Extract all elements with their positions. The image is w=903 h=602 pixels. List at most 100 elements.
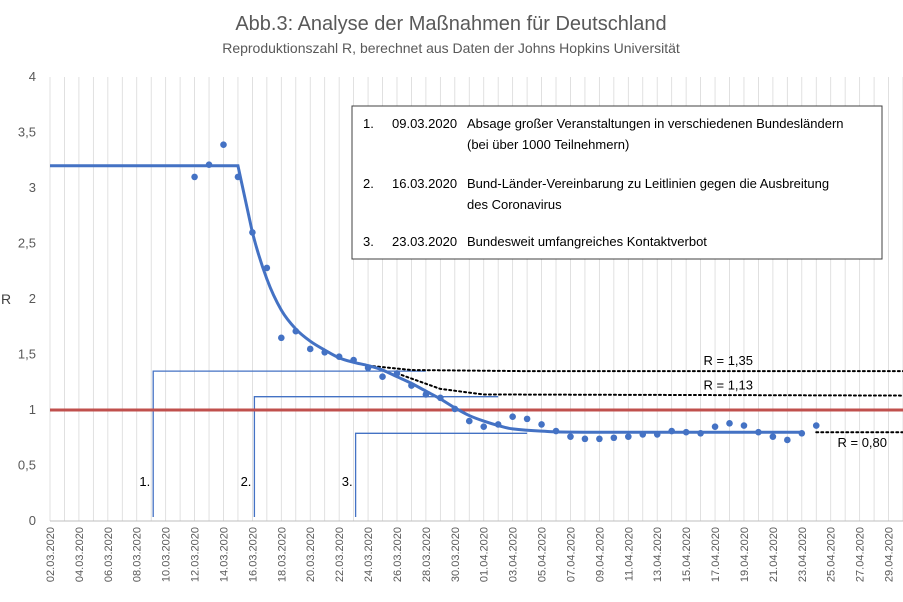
- x-tick-label: 24.03.2020: [363, 527, 375, 582]
- measure-marker-line: [354, 432, 528, 517]
- x-tick-label: 23.04.2020: [797, 527, 809, 582]
- x-tick-label: 03.04.2020: [508, 527, 520, 582]
- annotation-number: 3.: [363, 234, 374, 249]
- x-tick-label: 16.03.2020: [247, 527, 259, 582]
- data-point: [653, 431, 661, 438]
- x-tick-label: 22.03.2020: [334, 527, 346, 582]
- data-point: [552, 427, 560, 435]
- measure-marker-line: [152, 370, 426, 517]
- x-tick-label: 30.03.2020: [450, 527, 462, 582]
- y-tick-label: 0,5: [18, 458, 36, 473]
- data-point: [408, 382, 415, 389]
- data-point: [364, 364, 372, 372]
- data-point: [278, 334, 285, 342]
- data-point: [335, 353, 343, 361]
- annotation-number: 1.: [363, 116, 374, 131]
- data-point: [784, 436, 791, 444]
- data-point: [509, 413, 516, 420]
- data-point: [350, 356, 357, 364]
- x-tick-label: 06.03.2020: [103, 527, 115, 582]
- annotation-date: 23.03.2020: [392, 234, 457, 249]
- measure-marker-line: [253, 396, 499, 517]
- x-tick-label: 09.04.2020: [594, 527, 606, 582]
- projection-label: R = 1,13: [703, 378, 753, 393]
- data-point: [567, 433, 574, 440]
- fit-curve: [50, 164, 802, 434]
- data-point: [451, 405, 459, 413]
- chart-title: Abb.3: Analyse der Maßnahmen für Deutsch…: [235, 13, 666, 35]
- data-point: [726, 420, 733, 427]
- data-point: [379, 373, 386, 381]
- annotation-date: 09.03.2020: [392, 116, 457, 131]
- x-tick-label: 29.04.2020: [884, 527, 896, 582]
- x-tick-label: 12.03.2020: [190, 527, 202, 582]
- x-tick-label: 18.03.2020: [276, 527, 288, 582]
- data-point: [306, 345, 314, 353]
- x-tick-label: 17.04.2020: [710, 527, 722, 582]
- measure-marker-label: 2.: [241, 474, 252, 489]
- data-point: [292, 327, 300, 335]
- annotation-text: des Coronavirus: [467, 197, 562, 212]
- x-tick-label: 05.04.2020: [537, 527, 549, 582]
- data-point: [610, 434, 618, 442]
- data-point: [234, 173, 242, 181]
- measure-markers: 1. 2. 3.: [139, 370, 528, 517]
- x-tick-label: 04.03.2020: [74, 527, 86, 582]
- x-tick-label: 14.03.2020: [218, 527, 230, 582]
- data-point: [393, 370, 401, 377]
- data-point: [711, 423, 719, 430]
- data-point: [437, 394, 444, 402]
- grid: [49, 77, 903, 522]
- data-point: [668, 427, 675, 435]
- x-tick-label: 02.03.2020: [45, 527, 57, 582]
- data-point: [769, 433, 777, 440]
- annotation-text: Bund-Länder-Vereinbarung zu Leitlinien g…: [467, 176, 829, 191]
- projection-label: R = 0,80: [837, 435, 887, 450]
- data-point: [465, 417, 473, 425]
- chart-subtitle: Reproduktionszahl R, berechnet aus Daten…: [222, 40, 680, 56]
- x-tick-label: 10.03.2020: [161, 527, 173, 582]
- y-tick-label: 3: [29, 180, 36, 195]
- x-tick-label: 01.04.2020: [479, 527, 491, 582]
- y-tick-label: 0: [29, 513, 36, 528]
- x-tick-label: 15.04.2020: [681, 527, 693, 582]
- data-point: [740, 422, 748, 429]
- data-point: [263, 264, 271, 272]
- projection-line: [395, 372, 903, 397]
- x-ticks: 02.03.2020 04.03.2020 06.03.2020 08.03.2020…: [45, 527, 896, 582]
- data-point: [480, 423, 488, 430]
- annotation-number: 2.: [363, 176, 374, 191]
- data-point: [812, 422, 820, 429]
- data-point: [697, 430, 704, 437]
- y-axis-label: R: [1, 291, 11, 307]
- annotation-box-frame: [351, 105, 883, 260]
- measure-marker-label: 1.: [139, 474, 150, 489]
- data-point: [205, 161, 213, 168]
- data-point: [321, 348, 328, 356]
- measure-marker-label: 3.: [342, 474, 353, 489]
- data-point: [798, 430, 806, 437]
- annotation-text: Absage großer Veranstaltungen in verschi…: [467, 116, 844, 131]
- x-tick-label: 25.04.2020: [826, 527, 838, 582]
- projection-lines: R = 1,35 R = 1,13 R = 0,80: [367, 353, 903, 450]
- x-tick-label: 26.03.2020: [392, 527, 404, 582]
- x-tick-label: 08.03.2020: [132, 527, 144, 582]
- projection-line: [367, 364, 903, 373]
- y-ticks: 0 0,5 1 1,5 2 2,5 3 3,5 4: [18, 69, 36, 528]
- projection-label: R = 1,35: [703, 353, 753, 368]
- data-point: [538, 421, 545, 428]
- annotation-text: (bei über 1000 Teilnehmern): [467, 137, 629, 152]
- data-point: [581, 435, 589, 443]
- y-tick-label: 2: [29, 291, 36, 306]
- annotation-text: Bundesweit umfangreiches Kontaktverbot: [467, 234, 707, 249]
- data-point: [639, 431, 647, 438]
- y-tick-label: 1: [29, 402, 36, 417]
- data-point: [523, 415, 531, 423]
- data-point: [625, 433, 632, 440]
- x-tick-label: 11.04.2020: [623, 527, 635, 581]
- data-point: [682, 428, 690, 436]
- x-tick-label: 28.03.2020: [421, 527, 433, 582]
- y-tick-label: 3,5: [18, 125, 36, 140]
- y-tick-label: 2,5: [18, 236, 36, 251]
